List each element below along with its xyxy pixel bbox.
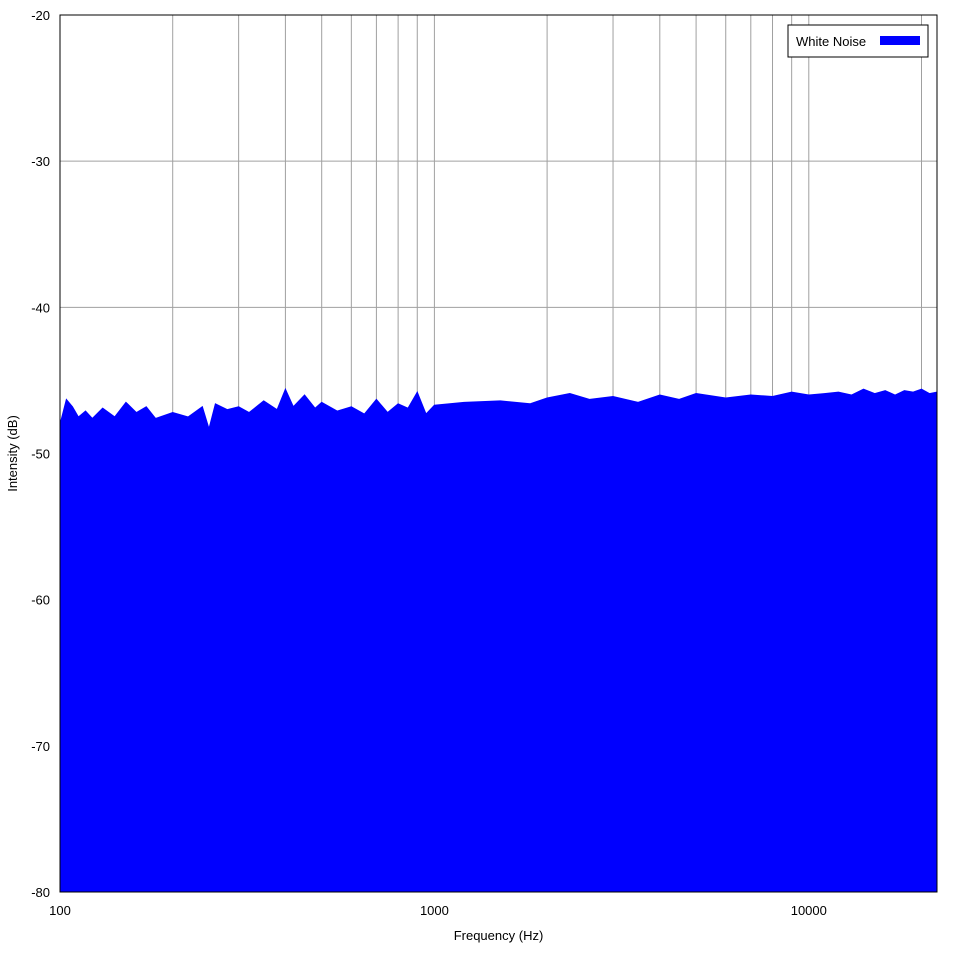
y-tick-label--30: -30 xyxy=(31,154,50,169)
x-tick-label-1000: 1000 xyxy=(420,903,449,918)
y-tick-label--60: -60 xyxy=(31,593,50,608)
y-tick-label--50: -50 xyxy=(31,447,50,462)
plot-frame xyxy=(59,14,938,893)
y-tick-label--70: -70 xyxy=(31,739,50,754)
y-tick-label--20: -20 xyxy=(31,8,50,23)
y-tick-label--80: -80 xyxy=(31,885,50,900)
legend-label-white-noise: White Noise xyxy=(796,34,866,49)
tick-label-layer: -80 -70 -60 -50 -40 -30 -20 100 1000 10000 xyxy=(31,8,827,918)
x-tick-label-100: 100 xyxy=(49,903,71,918)
y-tick-label--40: -40 xyxy=(31,300,50,315)
series-area-white-noise xyxy=(59,387,938,893)
series-area-layer xyxy=(59,387,938,893)
y-axis-title: Intensity (dB) xyxy=(5,415,20,492)
legend-swatch-white-noise xyxy=(880,36,920,45)
x-axis-title: Frequency (Hz) xyxy=(454,928,544,943)
x-tick-label-10000: 10000 xyxy=(791,903,827,918)
legend: White Noise xyxy=(787,24,929,58)
